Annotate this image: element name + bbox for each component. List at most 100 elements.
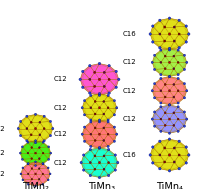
Circle shape <box>163 26 165 28</box>
Circle shape <box>182 97 185 99</box>
Circle shape <box>26 140 28 142</box>
Circle shape <box>98 147 100 149</box>
Circle shape <box>163 96 165 98</box>
Circle shape <box>82 154 84 156</box>
Circle shape <box>17 127 19 130</box>
Circle shape <box>107 174 109 177</box>
Circle shape <box>103 85 105 88</box>
Circle shape <box>49 134 51 137</box>
Circle shape <box>34 128 36 129</box>
Text: TiMn₃: TiMn₃ <box>87 182 115 189</box>
Circle shape <box>38 178 40 180</box>
Circle shape <box>151 162 153 164</box>
Circle shape <box>173 161 175 163</box>
Circle shape <box>116 161 118 164</box>
Circle shape <box>177 46 180 49</box>
Text: C12: C12 <box>53 105 67 111</box>
Circle shape <box>34 140 36 142</box>
Circle shape <box>98 146 100 149</box>
Circle shape <box>184 162 186 164</box>
Polygon shape <box>20 141 50 166</box>
Text: TiMn₄: TiMn₄ <box>155 182 182 189</box>
Circle shape <box>114 70 117 73</box>
Circle shape <box>153 125 155 127</box>
Circle shape <box>20 173 22 175</box>
Text: C12: C12 <box>122 59 135 65</box>
Circle shape <box>43 140 45 142</box>
Circle shape <box>83 100 85 102</box>
Circle shape <box>42 152 44 154</box>
Circle shape <box>167 170 170 172</box>
Circle shape <box>27 183 29 185</box>
Polygon shape <box>152 48 186 77</box>
Circle shape <box>89 148 91 151</box>
Circle shape <box>31 168 33 169</box>
Text: C16: C16 <box>122 152 135 158</box>
Circle shape <box>173 40 175 42</box>
Circle shape <box>172 68 174 70</box>
Circle shape <box>151 41 153 43</box>
Circle shape <box>176 106 178 108</box>
Circle shape <box>39 134 41 136</box>
Circle shape <box>27 141 29 143</box>
Circle shape <box>173 147 175 149</box>
Circle shape <box>163 161 165 163</box>
Circle shape <box>185 90 187 92</box>
Circle shape <box>176 130 178 132</box>
Circle shape <box>42 163 44 165</box>
Text: C12: C12 <box>122 88 135 94</box>
Circle shape <box>42 163 44 164</box>
Circle shape <box>106 121 109 123</box>
Circle shape <box>148 154 151 156</box>
Circle shape <box>107 78 110 81</box>
Circle shape <box>177 154 179 156</box>
Circle shape <box>34 152 36 154</box>
Circle shape <box>102 127 104 129</box>
Circle shape <box>27 163 29 165</box>
Circle shape <box>51 127 54 130</box>
Circle shape <box>184 41 186 43</box>
Circle shape <box>103 168 104 170</box>
Circle shape <box>93 71 95 73</box>
Circle shape <box>98 107 100 109</box>
Circle shape <box>107 148 109 151</box>
Circle shape <box>89 119 92 121</box>
Text: C12: C12 <box>122 116 135 122</box>
Circle shape <box>34 161 36 163</box>
Circle shape <box>22 167 24 169</box>
Circle shape <box>81 70 84 73</box>
Circle shape <box>159 130 161 132</box>
Circle shape <box>83 126 85 128</box>
Circle shape <box>42 173 43 175</box>
Circle shape <box>150 118 153 120</box>
Circle shape <box>163 55 165 57</box>
Circle shape <box>34 165 36 167</box>
Circle shape <box>34 113 37 115</box>
Circle shape <box>47 179 49 181</box>
Circle shape <box>167 104 170 106</box>
Circle shape <box>102 113 104 115</box>
Circle shape <box>172 55 174 57</box>
Circle shape <box>107 92 110 94</box>
Circle shape <box>150 90 153 92</box>
Circle shape <box>94 113 96 115</box>
Circle shape <box>167 33 170 35</box>
Text: TiMn₂: TiMn₂ <box>22 182 49 189</box>
Circle shape <box>83 140 85 142</box>
Circle shape <box>82 169 84 171</box>
Polygon shape <box>82 94 116 122</box>
Polygon shape <box>149 18 188 50</box>
Circle shape <box>167 49 170 51</box>
Circle shape <box>159 90 161 92</box>
Circle shape <box>27 163 29 164</box>
Circle shape <box>176 118 178 120</box>
Circle shape <box>167 75 170 78</box>
Circle shape <box>185 61 187 64</box>
Circle shape <box>182 111 185 113</box>
Circle shape <box>167 75 170 78</box>
Circle shape <box>80 161 82 164</box>
Circle shape <box>163 147 165 149</box>
Circle shape <box>153 54 155 57</box>
Circle shape <box>27 173 29 175</box>
Circle shape <box>114 154 116 156</box>
